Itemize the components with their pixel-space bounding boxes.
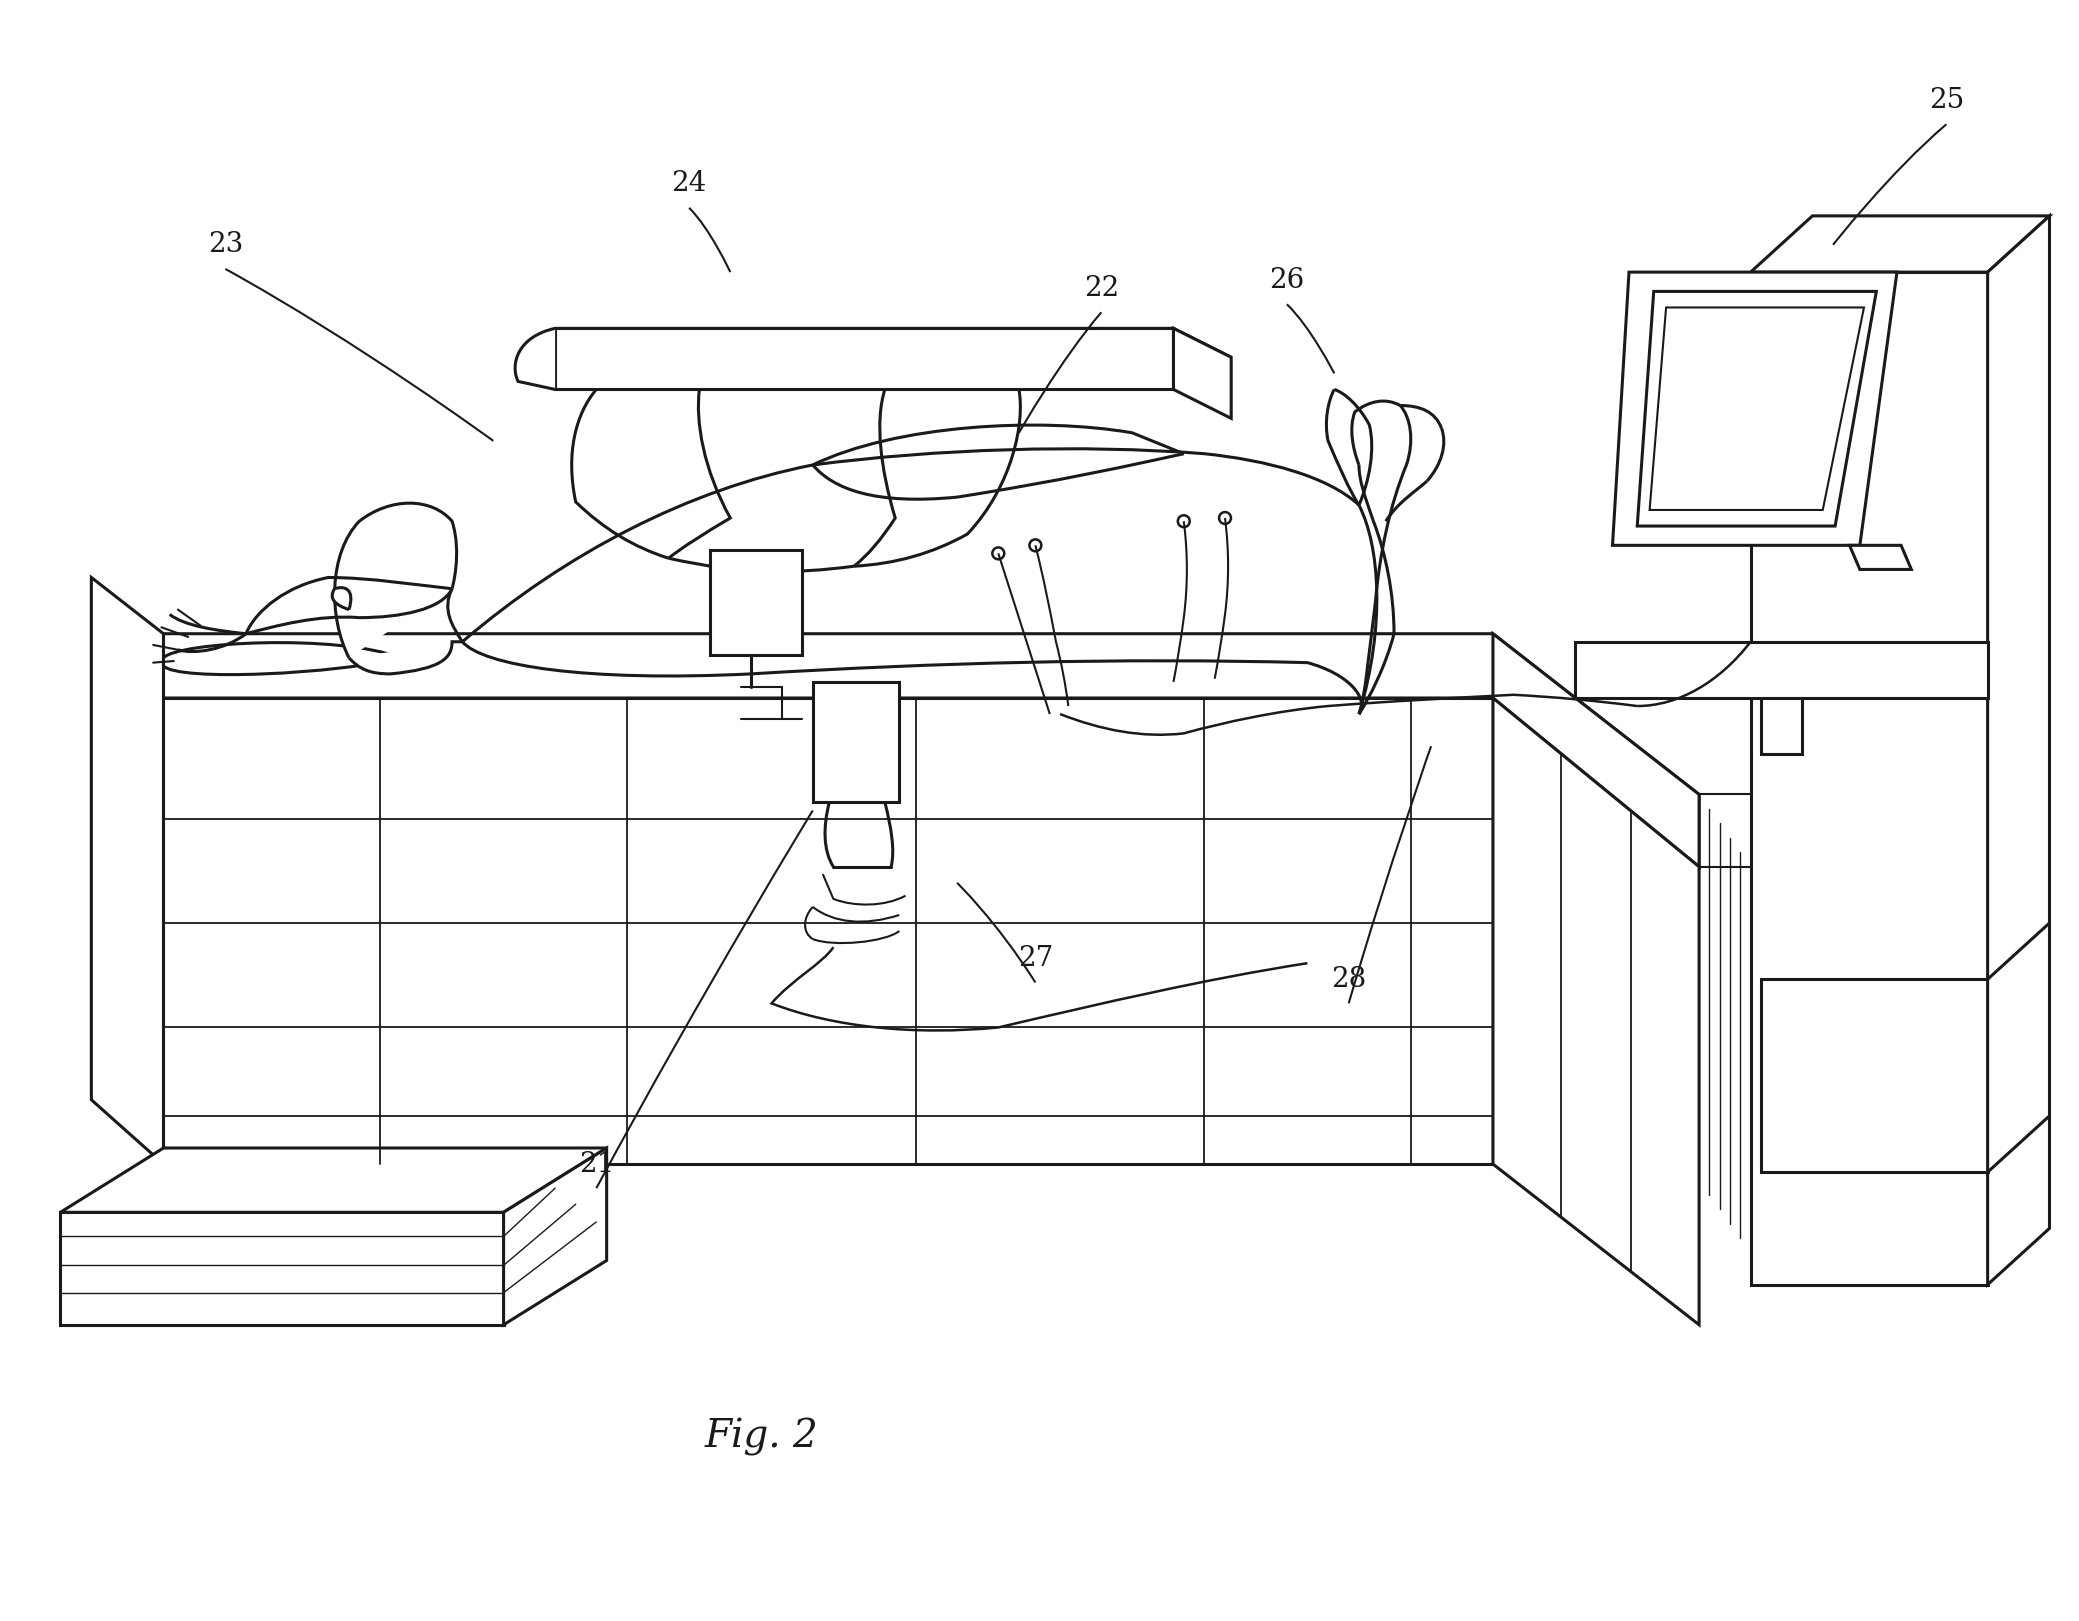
PathPatch shape <box>333 588 351 609</box>
PathPatch shape <box>349 642 462 674</box>
Polygon shape <box>1649 308 1865 511</box>
Polygon shape <box>91 577 164 1164</box>
Polygon shape <box>60 1213 503 1324</box>
Polygon shape <box>1761 979 1988 1172</box>
PathPatch shape <box>335 503 457 658</box>
Polygon shape <box>164 699 1493 1164</box>
Text: 21: 21 <box>578 1151 613 1177</box>
Polygon shape <box>709 550 802 655</box>
Polygon shape <box>1988 922 2050 1172</box>
Text: 23: 23 <box>208 232 243 258</box>
Polygon shape <box>555 329 1231 357</box>
Text: 26: 26 <box>1268 266 1304 293</box>
Polygon shape <box>1493 699 1699 1324</box>
Polygon shape <box>1850 545 1911 569</box>
Polygon shape <box>1493 634 1699 867</box>
Text: 22: 22 <box>1083 274 1119 302</box>
Polygon shape <box>1638 292 1877 527</box>
Polygon shape <box>1613 272 1896 545</box>
Text: 24: 24 <box>672 170 707 198</box>
Polygon shape <box>1751 272 1988 1284</box>
Polygon shape <box>1173 329 1231 418</box>
Polygon shape <box>164 634 1699 867</box>
Text: Fig. 2: Fig. 2 <box>705 1418 819 1456</box>
PathPatch shape <box>516 329 555 389</box>
Polygon shape <box>1988 216 2050 1284</box>
Text: 28: 28 <box>1331 966 1366 992</box>
Text: 25: 25 <box>1929 86 1965 113</box>
Polygon shape <box>1751 216 2050 272</box>
Polygon shape <box>813 682 900 802</box>
PathPatch shape <box>164 642 401 674</box>
Polygon shape <box>555 329 1173 389</box>
Polygon shape <box>1576 642 1988 699</box>
Polygon shape <box>1761 699 1802 754</box>
Polygon shape <box>503 1148 607 1324</box>
Polygon shape <box>60 1148 607 1213</box>
Text: 27: 27 <box>1019 945 1054 973</box>
